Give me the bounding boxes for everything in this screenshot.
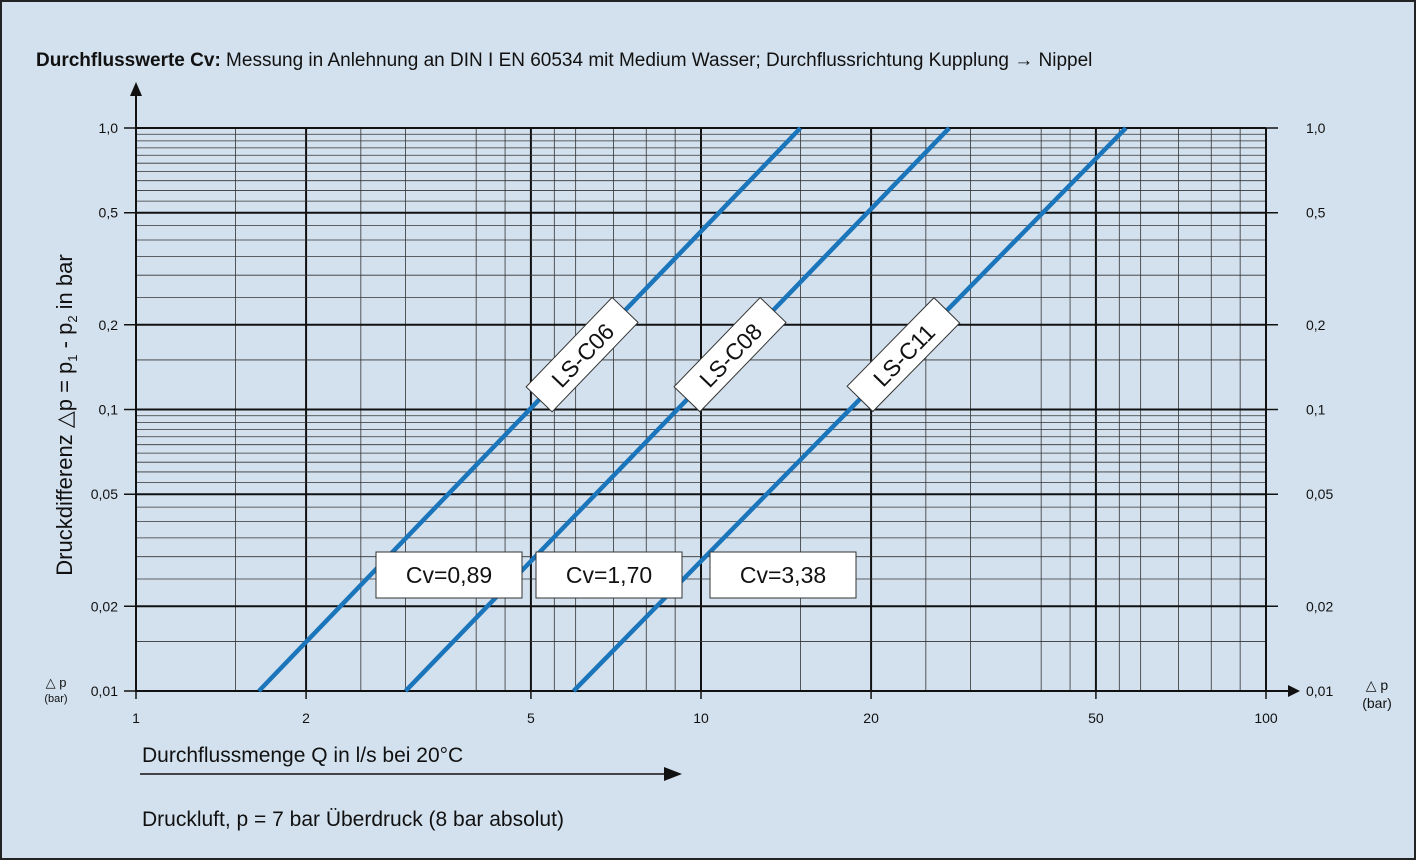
y-tick-label-right: 0,5 bbox=[1306, 205, 1326, 221]
y-tick-label-left: 0,1 bbox=[99, 402, 119, 418]
cv-label-text: Cv=3,38 bbox=[740, 562, 826, 588]
y-tick-label-right: 0,01 bbox=[1306, 683, 1333, 699]
flow-arrow-head bbox=[664, 767, 682, 781]
y-tick-label-left: 0,01 bbox=[91, 683, 118, 699]
chart-title-bold: Durchflusswerte Cv: bbox=[36, 50, 221, 71]
series-name-box bbox=[673, 296, 787, 413]
series-name-label: LS-C11 bbox=[846, 297, 961, 413]
x-axis-label: Durchflussmenge Q in l/s bei 20°C bbox=[142, 744, 464, 767]
series-name-label: LS-C06 bbox=[525, 296, 639, 413]
y-tick-label-right: 0,1 bbox=[1306, 402, 1326, 418]
x-tick-label: 20 bbox=[863, 710, 879, 726]
y-tick-label-right: 0,05 bbox=[1306, 486, 1333, 502]
dp-symbol-right: △ p bbox=[1365, 677, 1389, 693]
series-name-box bbox=[525, 296, 639, 413]
y-tick-label-right: 0,02 bbox=[1306, 598, 1333, 614]
y-tick-label-left: 0,02 bbox=[91, 598, 118, 614]
chart-title: Durchflusswerte Cv: Messung in Anlehnung… bbox=[36, 50, 1092, 72]
x-axis-arrow bbox=[1288, 685, 1300, 697]
cv-label-box bbox=[709, 551, 857, 599]
y-tick-label-left: 0,2 bbox=[99, 317, 119, 333]
dp-unit-right: (bar) bbox=[1362, 695, 1392, 712]
y-tick-label-left: 0,5 bbox=[99, 205, 119, 221]
dp-label-left: △ p (bar) bbox=[40, 674, 72, 708]
x-tick-label: 50 bbox=[1088, 710, 1104, 726]
series-line-ls-c06 bbox=[257, 126, 803, 693]
cv-label-box bbox=[375, 551, 523, 599]
y-tick-label-right: 1,0 bbox=[1306, 120, 1326, 136]
y-tick-label-left: 0,05 bbox=[91, 486, 118, 502]
cv-label-text: Cv=1,70 bbox=[566, 562, 652, 588]
x-tick-label: 5 bbox=[527, 710, 535, 726]
x-tick-label: 2 bbox=[302, 710, 310, 726]
series-name-label: LS-C08 bbox=[673, 296, 787, 413]
x-tick-label: 100 bbox=[1254, 710, 1278, 726]
chart-title-rest: Messung in Anlehnung an DIN I EN 60534 m… bbox=[220, 50, 1093, 71]
dp-symbol-left: △ p bbox=[45, 675, 67, 690]
x-tick-label: 1 bbox=[132, 710, 140, 726]
cv-label-text: Cv=0,89 bbox=[406, 562, 492, 588]
cv-label-box bbox=[535, 551, 683, 599]
subnote: Druckluft, p = 7 bar Überdruck (8 bar ab… bbox=[142, 808, 564, 831]
series-name-box bbox=[846, 297, 961, 413]
y-axis-arrow bbox=[130, 82, 142, 96]
y-tick-label-left: 1,0 bbox=[99, 120, 119, 136]
x-tick-label: 10 bbox=[693, 710, 709, 726]
y-tick-label-right: 0,2 bbox=[1306, 317, 1326, 333]
dp-unit-left: (bar) bbox=[44, 693, 68, 706]
dp-label-right: △ p (bar) bbox=[1354, 676, 1400, 712]
